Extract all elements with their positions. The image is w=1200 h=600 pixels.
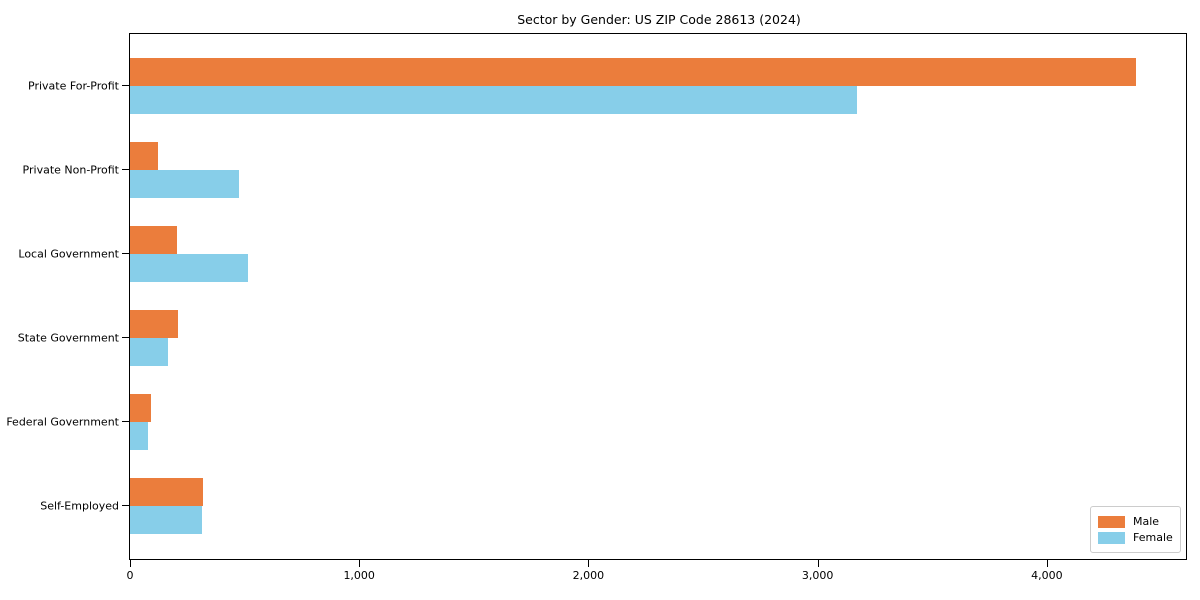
x-tick-mark xyxy=(817,560,819,567)
x-tick-label: 1,000 xyxy=(343,569,375,582)
legend-label-male: Male xyxy=(1133,515,1160,528)
plot-area xyxy=(129,33,1187,560)
y-tick-mark xyxy=(122,253,129,254)
bar-female-2 xyxy=(130,170,239,198)
y-tick-mark xyxy=(122,505,129,506)
category-label: Private Non-Profit xyxy=(22,163,119,177)
chart-title: Sector by Gender: US ZIP Code 28613 (202… xyxy=(517,12,801,27)
x-tick-mark xyxy=(359,560,361,567)
x-tick-mark xyxy=(588,560,590,567)
bar-female-1 xyxy=(130,86,857,114)
category-label: State Government xyxy=(17,331,119,345)
bar-male-3 xyxy=(130,226,177,254)
bar-male-1 xyxy=(130,58,1137,86)
legend-entry-male: Male xyxy=(1098,515,1173,528)
category-label: Self-Employed xyxy=(40,499,119,513)
x-tick-mark xyxy=(130,560,131,567)
bar-female-4 xyxy=(130,338,168,366)
x-tick-label: 4,000 xyxy=(1031,569,1063,582)
bar-female-5 xyxy=(130,422,148,450)
female-swatch xyxy=(1098,531,1125,544)
y-tick-mark xyxy=(122,421,129,422)
male-swatch xyxy=(1098,515,1125,528)
bar-female-6 xyxy=(130,506,202,534)
category-label: Local Government xyxy=(18,247,119,261)
y-tick-mark xyxy=(122,337,129,338)
bar-male-4 xyxy=(130,310,179,338)
bar-male-5 xyxy=(130,394,151,422)
y-tick-mark xyxy=(122,169,129,170)
legend: Male Female xyxy=(1090,506,1181,553)
y-tick-mark xyxy=(122,85,129,86)
category-label: Private For-Profit xyxy=(28,79,119,93)
x-tick-label: 3,000 xyxy=(801,569,834,582)
legend-entry-female: Female xyxy=(1098,531,1173,544)
category-label: Federal Government xyxy=(6,415,119,429)
bar-male-6 xyxy=(130,478,203,506)
bar-male-2 xyxy=(130,142,158,170)
legend-label-female: Female xyxy=(1133,531,1173,544)
x-tick-label: 0 xyxy=(126,569,134,582)
bar-female-3 xyxy=(130,254,248,282)
x-tick-label: 2,000 xyxy=(572,569,605,582)
x-tick-mark xyxy=(1046,560,1048,567)
